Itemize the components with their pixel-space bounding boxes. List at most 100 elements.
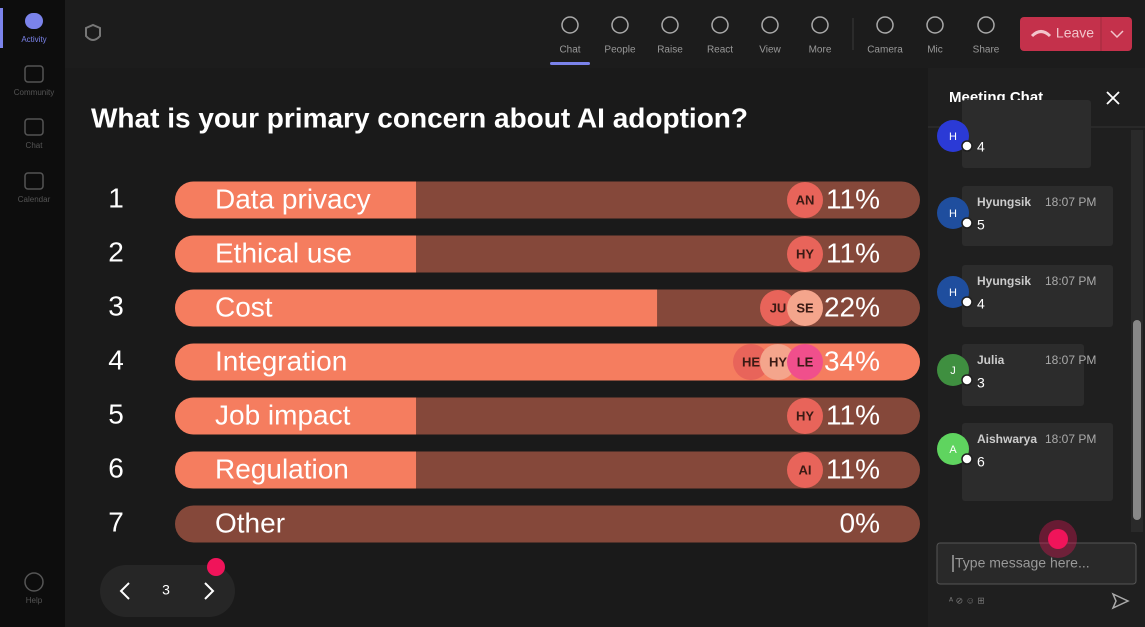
- message-avatar: [937, 197, 969, 229]
- voter-initials: AN: [796, 192, 815, 207]
- poll-question: What is your primary concern about AI ad…: [91, 102, 748, 133]
- toolbar-label[interactable]: More: [809, 45, 832, 56]
- toolbar-label[interactable]: Share: [973, 45, 1000, 56]
- voter-initials: HY: [796, 246, 814, 261]
- message-author: Julia: [977, 353, 1005, 367]
- voter-initials: LE: [797, 354, 814, 369]
- toolbar-label[interactable]: Chat: [559, 45, 580, 56]
- option-label: Ethical use: [215, 237, 352, 268]
- option-number: 6: [108, 452, 124, 483]
- help-icon[interactable]: [24, 572, 44, 592]
- option-number: 7: [108, 506, 124, 537]
- leave-label[interactable]: Leave: [1056, 25, 1094, 41]
- option-percent: 11%: [826, 453, 880, 484]
- sidebar-icon[interactable]: [24, 65, 44, 83]
- toolbar-icon[interactable]: [876, 16, 894, 34]
- prev-button[interactable]: [119, 582, 130, 600]
- voter-avatar: [760, 344, 796, 380]
- sidebar-icon[interactable]: [24, 118, 44, 136]
- cursor-dot: [207, 558, 225, 576]
- toolbar-label[interactable]: React: [707, 45, 733, 56]
- toolbar-label[interactable]: Raise: [657, 45, 683, 56]
- close-chat[interactable]: [1106, 91, 1120, 105]
- toolbar-icon[interactable]: [977, 16, 995, 34]
- next-button[interactable]: [204, 582, 215, 600]
- sidebar-label[interactable]: Community: [14, 88, 54, 97]
- voter-avatar: [787, 236, 823, 272]
- message-time: 18:07 PM: [1045, 195, 1096, 209]
- sidebar-label[interactable]: Activity: [21, 35, 46, 44]
- message-author: Hyungsik: [977, 195, 1031, 209]
- shield-icon: [85, 23, 101, 41]
- toolbar-icon[interactable]: [761, 16, 779, 34]
- message-author: Hyungsik: [977, 274, 1031, 288]
- sidebar: [0, 0, 65, 627]
- sidebar-icon[interactable]: [25, 13, 43, 29]
- option-percent: 11%: [826, 183, 880, 214]
- toolbar-icon[interactable]: [811, 16, 829, 34]
- chat-tab-underline: [550, 62, 590, 65]
- message-text: 4: [977, 296, 985, 312]
- toolbar-label[interactable]: Camera: [867, 45, 903, 56]
- phone-icon: [1030, 30, 1052, 38]
- voter-initials: HE: [742, 354, 760, 369]
- input-placeholder[interactable]: Type message here...: [955, 555, 1090, 571]
- message-avatar: [937, 276, 969, 308]
- top-bar: [65, 0, 1145, 68]
- message-bubble: [962, 100, 1091, 168]
- option-fill: [175, 235, 417, 273]
- option-label: Integration: [215, 345, 347, 376]
- presence-dot: [961, 140, 973, 152]
- sidebar-icon[interactable]: [24, 172, 44, 190]
- toolbar-icon[interactable]: [611, 16, 629, 34]
- message-bubble: [962, 423, 1113, 501]
- message-avatar: [937, 354, 969, 386]
- option-percent: 0%: [840, 507, 880, 538]
- voter-avatar: [787, 290, 823, 326]
- option-fill: [175, 181, 417, 219]
- toolbar-label[interactable]: People: [604, 45, 636, 56]
- presence-dot: [961, 453, 973, 465]
- presence-dot: [961, 296, 973, 308]
- toolbar-icon[interactable]: [711, 16, 729, 34]
- sidebar-label[interactable]: Calendar: [18, 195, 51, 204]
- voter-avatar: [733, 344, 769, 380]
- message-avatar: [937, 120, 969, 152]
- option-percent: 34%: [824, 345, 880, 376]
- scrollbar-thumb[interactable]: [1133, 320, 1141, 520]
- option-percent: 11%: [826, 237, 880, 268]
- leave-chevron[interactable]: [1110, 30, 1124, 39]
- message-avatar-initial: H: [949, 287, 957, 299]
- format-icons[interactable]: ᴬ ⊘ ☺ ⊞: [948, 595, 985, 605]
- message-input[interactable]: [936, 542, 1137, 585]
- message-bubble: [962, 186, 1113, 246]
- sidebar-label[interactable]: Chat: [26, 141, 44, 150]
- message-author: Aishwarya: [977, 432, 1037, 446]
- toolbar-label[interactable]: View: [759, 45, 781, 56]
- voter-avatar: [760, 290, 796, 326]
- option-track[interactable]: [175, 505, 920, 543]
- voter-avatar: [787, 452, 823, 488]
- toolbar-icon[interactable]: [661, 16, 679, 34]
- message-avatar: [937, 433, 969, 465]
- voter-initials: HY: [796, 408, 814, 423]
- message-avatar-initial: H: [949, 131, 957, 143]
- leave-button[interactable]: [1020, 17, 1132, 51]
- message-text: 5: [977, 217, 985, 233]
- click-dot: [1048, 529, 1068, 549]
- send-button[interactable]: [1111, 592, 1130, 610]
- toolbar-label[interactable]: Mic: [927, 45, 943, 56]
- voter-avatar: [787, 344, 823, 380]
- toolbar-icon[interactable]: [926, 16, 944, 34]
- presence-dot: [961, 217, 973, 229]
- pager: [100, 565, 235, 617]
- help-label[interactable]: Help: [26, 596, 43, 605]
- presence-dot: [961, 374, 973, 386]
- message-avatar-initial: H: [949, 208, 957, 220]
- option-percent: 11%: [826, 399, 880, 430]
- toolbar-icon[interactable]: [561, 16, 579, 34]
- option-number: 5: [108, 398, 124, 429]
- option-fill: [175, 397, 417, 435]
